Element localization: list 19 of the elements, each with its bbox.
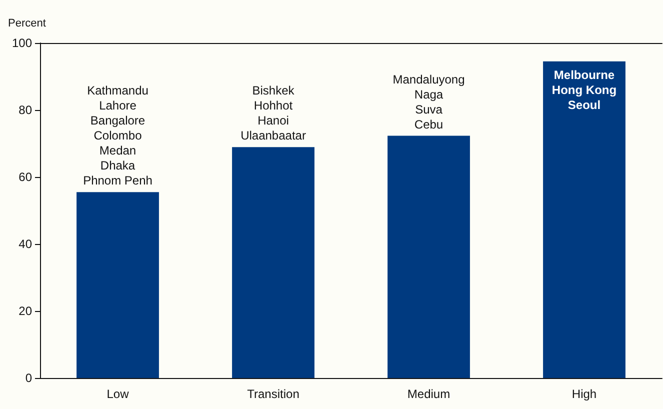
annotation: Kathmandu Lahore Bangalore Colombo Medan Dhaka Phnom Penh <box>83 84 152 188</box>
bar <box>388 136 470 378</box>
bar <box>76 192 159 378</box>
x-tick-label: Low <box>106 387 130 401</box>
y-tick-label: 100 <box>12 36 32 50</box>
annotation: Melbourne Hong Kong Seoul <box>552 68 617 112</box>
bar <box>543 61 626 378</box>
x-tick-label: High <box>572 387 597 401</box>
y-tick-label: 20 <box>18 304 32 318</box>
y-tick-label: 80 <box>18 103 32 117</box>
x-tick-label: Transition <box>247 387 300 401</box>
annotation: Mandaluyong Naga Suva Cebu <box>392 72 465 132</box>
y-axis-title: Percent <box>8 18 46 30</box>
y-tick-label: 0 <box>25 371 32 385</box>
y-tick-label: 60 <box>18 170 32 184</box>
y-tick-label: 40 <box>18 237 32 251</box>
x-tick-label: Medium <box>407 387 450 401</box>
bar <box>232 147 314 378</box>
annotation: Bishkek Hohhot Hanoi Ulaanbaatar <box>240 84 306 143</box>
